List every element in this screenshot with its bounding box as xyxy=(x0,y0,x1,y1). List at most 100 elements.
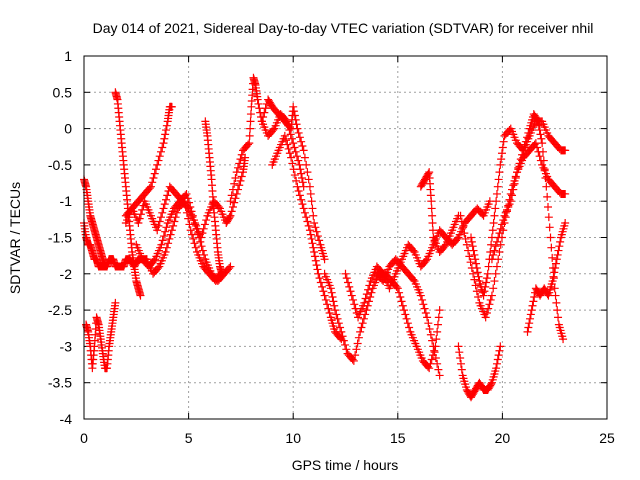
data-point xyxy=(257,117,266,126)
chart-title: Day 014 of 2021, Sidereal Day-to-day VTE… xyxy=(93,20,594,36)
data-marks xyxy=(80,73,570,402)
data-point xyxy=(342,274,351,283)
data-point xyxy=(506,189,515,198)
data-point xyxy=(233,163,242,172)
plot-frame xyxy=(83,55,608,420)
data-point xyxy=(421,256,430,265)
data-point xyxy=(487,380,496,389)
data-point xyxy=(435,306,444,315)
data-point xyxy=(453,234,462,243)
data-point xyxy=(425,364,434,373)
data-point xyxy=(424,169,433,178)
data-point xyxy=(533,143,542,152)
data-point xyxy=(162,243,171,252)
data-point xyxy=(156,213,165,222)
data-point xyxy=(288,159,297,168)
data-point xyxy=(339,336,348,345)
data-point xyxy=(529,297,538,306)
data-point xyxy=(550,268,559,277)
data-point xyxy=(331,306,340,315)
data-point xyxy=(291,147,300,156)
series-arc-14 xyxy=(341,197,494,322)
data-point xyxy=(549,272,558,281)
data-point xyxy=(155,152,164,161)
data-point xyxy=(236,176,245,185)
data-point xyxy=(164,239,173,248)
data-point xyxy=(465,252,474,261)
x-tick-label: 25 xyxy=(599,430,615,446)
data-point xyxy=(352,345,361,354)
data-point xyxy=(541,173,550,182)
data-point xyxy=(435,371,444,380)
data-point xyxy=(297,169,306,178)
data-point xyxy=(496,224,505,233)
data-point xyxy=(235,181,244,190)
data-point xyxy=(254,99,263,108)
data-point xyxy=(156,147,165,156)
data-point xyxy=(185,220,194,229)
data-point xyxy=(495,168,504,177)
data-point xyxy=(426,330,435,339)
data-point xyxy=(484,304,493,313)
data-point xyxy=(427,204,436,213)
data-point xyxy=(492,262,501,271)
data-point xyxy=(158,236,167,245)
x-axis-title: GPS time / hours xyxy=(292,457,399,473)
data-point xyxy=(169,221,178,230)
data-point xyxy=(482,274,491,283)
data-point xyxy=(136,210,145,219)
series-arc-3 xyxy=(82,298,120,373)
data-point xyxy=(337,327,346,336)
data-point xyxy=(485,300,494,309)
data-point xyxy=(333,314,342,323)
data-point xyxy=(491,269,500,278)
data-point xyxy=(474,272,483,281)
data-point xyxy=(428,336,437,345)
data-point xyxy=(551,291,560,300)
data-point xyxy=(421,309,430,318)
data-point xyxy=(225,213,234,222)
data-point xyxy=(315,274,324,283)
data-point xyxy=(350,300,359,309)
data-point xyxy=(459,223,468,232)
data-point xyxy=(396,293,405,302)
data-point xyxy=(290,171,299,180)
data-point xyxy=(556,237,565,246)
data-point xyxy=(518,150,527,159)
data-point xyxy=(430,348,439,357)
y-tick-label: -3.5 xyxy=(48,375,72,391)
data-point xyxy=(540,165,549,174)
data-point xyxy=(226,197,235,206)
data-point xyxy=(510,179,519,188)
data-point xyxy=(481,282,490,291)
data-point xyxy=(392,282,401,291)
data-point xyxy=(330,301,339,310)
data-point xyxy=(235,159,244,168)
data-point xyxy=(182,189,191,198)
data-point xyxy=(153,226,162,235)
data-point xyxy=(253,95,262,104)
data-point xyxy=(304,221,313,230)
data-point xyxy=(150,169,159,178)
series-arc-16 xyxy=(416,168,463,257)
data-point xyxy=(492,359,501,368)
data-point xyxy=(398,301,407,310)
data-point xyxy=(307,197,316,206)
data-point xyxy=(434,313,443,322)
x-tick-label: 5 xyxy=(185,430,193,446)
data-point xyxy=(136,291,145,300)
data-point xyxy=(179,198,188,207)
data-point xyxy=(358,319,367,328)
data-point xyxy=(187,207,196,216)
data-point xyxy=(149,173,158,182)
series-arc-8 xyxy=(142,197,224,286)
data-point xyxy=(361,294,370,303)
data-point xyxy=(191,243,200,252)
data-point xyxy=(471,281,480,290)
series-arc-17 xyxy=(454,342,505,402)
data-point xyxy=(111,298,120,307)
data-point xyxy=(345,282,354,291)
data-point xyxy=(154,263,163,272)
data-point xyxy=(552,298,561,307)
